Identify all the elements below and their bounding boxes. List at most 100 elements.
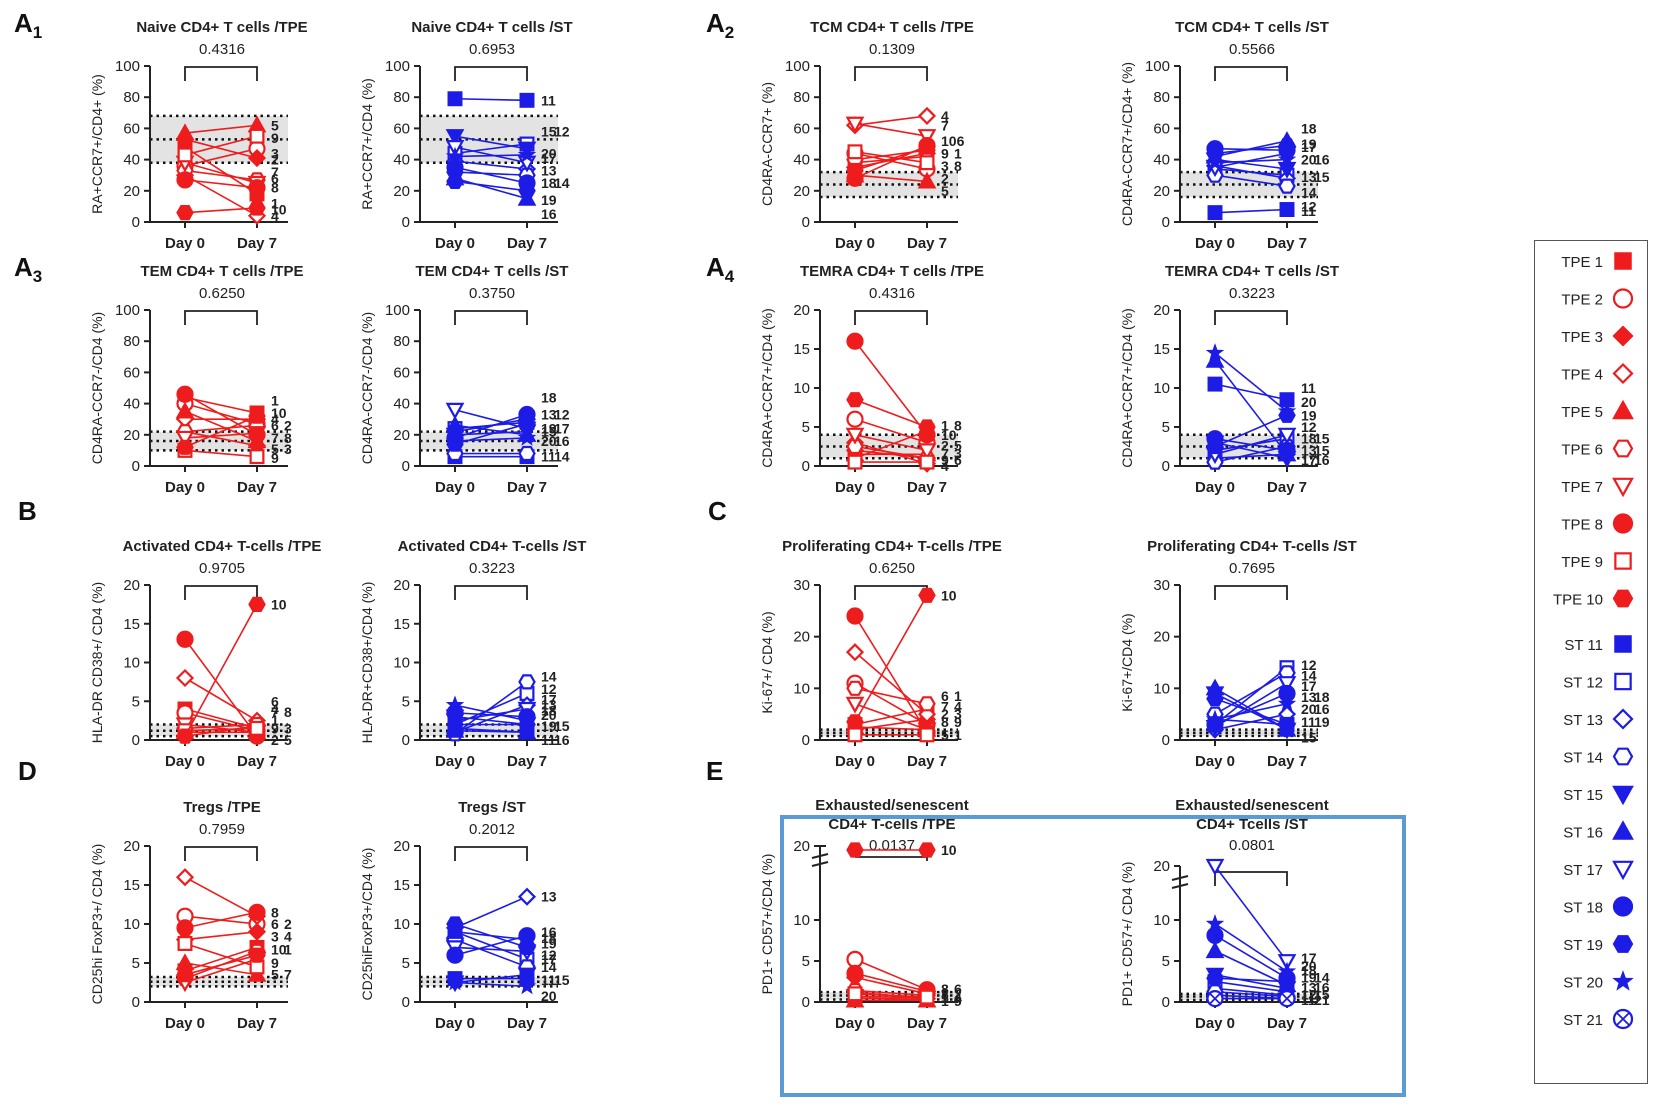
p-value: 0.3223: [469, 560, 515, 577]
subject-line: [184, 124, 258, 134]
y-tick-label: 80: [393, 89, 410, 106]
x-tick-label: Day 7: [507, 1015, 547, 1032]
y-tick-label: 60: [1153, 120, 1170, 137]
subject-line: [1214, 950, 1288, 986]
subject-line: [854, 726, 928, 731]
y-tick-label: 20: [793, 838, 810, 855]
subject-line: [454, 97, 528, 102]
subject-id-label: 13: [541, 696, 557, 712]
y-axis-label: Ki-67+/CD4 (%): [1119, 613, 1135, 711]
subject-marker-day7: [917, 129, 937, 146]
subject-marker-day7: [918, 842, 936, 858]
subject-id-label: 18: [1301, 963, 1317, 979]
panel-letter-a3: A3: [14, 252, 43, 287]
legend-marker-st-16: [1612, 820, 1634, 840]
y-tick-label: 80: [123, 89, 140, 106]
subject-id-label: 2: [941, 170, 949, 186]
p-value: 0.4316: [869, 285, 915, 302]
y-tick-label: 10: [393, 655, 410, 672]
panel-letter-subscript: 3: [32, 267, 43, 287]
subject-marker-day0: [845, 427, 865, 445]
legend-marker-st-12: [1614, 672, 1632, 691]
subject-marker-day7: [1278, 138, 1296, 154]
subject-marker-day0: [846, 410, 864, 428]
legend-marker-tpe-7: [1612, 477, 1634, 498]
panel-letter-e: E: [706, 756, 724, 786]
subject-id-label: 15: [1301, 729, 1317, 745]
y-tick-label: 0: [402, 732, 410, 749]
subject-id-label: 12: [554, 407, 570, 423]
y-axis-label: PD1+ CD57+/CD4 (%): [759, 854, 775, 995]
subject-id-label: 2: [284, 417, 292, 433]
x-tick-label: Day 0: [835, 479, 875, 496]
subject-line: [854, 418, 928, 444]
legend-canvas: TPE 1 TPE 2 TPE 3 TPE 4 TPE 5 TPE 6 TPE 7 TPE 8…: [1553, 252, 1634, 1030]
subject-id-label: 4: [941, 108, 949, 124]
chart-a2-st: 0 20 40 60 80 100 Day 0 Day 7 TCM CD4+ T cells /…: [1119, 19, 1330, 252]
subject-marker-day0: [846, 332, 864, 350]
subject-id-label: 4: [954, 990, 962, 1006]
subject-id-label: 7: [271, 704, 279, 720]
legend-marker-tpe-10: [1612, 589, 1634, 608]
y-axis-label: HLA-DR+CD38+/CD4 (%): [359, 582, 375, 744]
subject-marker-day0: [1205, 709, 1225, 728]
p-value: 0.7959: [199, 821, 245, 838]
subject-id-label: 12: [1301, 198, 1317, 214]
subject-line: [1214, 158, 1288, 170]
subject-id-label: 8: [941, 714, 949, 730]
subject-line: [454, 729, 528, 734]
legend-label: TPE 7: [1561, 479, 1603, 496]
subject-id-label: 18: [1301, 120, 1317, 136]
subject-id-label: 2: [954, 986, 962, 1002]
subject-marker-day0: [1205, 941, 1225, 959]
subject-marker-day0: [1205, 914, 1225, 932]
subject-id-label: 17: [541, 692, 557, 708]
subject-id-label: 18: [541, 175, 557, 191]
subject-marker-day0: [445, 972, 465, 991]
panel-letter-d: D: [18, 756, 37, 786]
subject-id-label: 19: [541, 192, 557, 208]
subject-line: [854, 993, 928, 998]
subject-marker-day7: [248, 408, 266, 424]
y-tick-label: 40: [793, 152, 810, 169]
subject-marker-day7: [249, 449, 265, 465]
legend-label: ST 12: [1563, 675, 1603, 692]
reference-band: [1180, 729, 1318, 736]
subject-id-label: 18: [1301, 431, 1317, 447]
subject-id-label: 8: [271, 180, 279, 196]
subject-marker-day0: [446, 173, 464, 189]
legend-label: ST 20: [1563, 975, 1603, 992]
legend-label: TPE 10: [1553, 592, 1603, 609]
subject-line: [1214, 672, 1288, 715]
subject-marker-day0: [445, 146, 465, 165]
subject-line: [1214, 991, 1288, 998]
y-tick-label: 40: [123, 396, 140, 413]
subject-id-label: 15: [1314, 431, 1330, 447]
subject-line: [184, 962, 258, 976]
subject-line: [854, 703, 928, 731]
subject-id-label: 4: [284, 928, 292, 944]
y-tick-label: 100: [115, 58, 140, 75]
y-tick-label: 20: [1153, 858, 1170, 875]
significance-bracket: [184, 310, 258, 325]
y-tick-label: 100: [115, 302, 140, 319]
subject-marker-day7: [517, 428, 537, 446]
subject-id-label: 6: [271, 170, 279, 186]
significance-bracket: [184, 846, 258, 861]
subject-line: [454, 135, 528, 150]
subject-line: [184, 135, 258, 156]
subject-line: [854, 434, 928, 452]
legend-marker-st-13: [1612, 708, 1634, 730]
subject-line: [854, 651, 928, 715]
subject-line: [454, 704, 528, 733]
subject-id-label: 9: [954, 714, 962, 730]
legend-label: TPE 9: [1561, 554, 1603, 571]
subject-id-label: 13: [1301, 980, 1317, 996]
subject-id-label: 16: [1314, 152, 1330, 168]
y-tick-label: 0: [132, 994, 140, 1011]
subject-id-label: 7: [271, 164, 279, 180]
significance-bracket: [1214, 585, 1288, 600]
y-tick-label: 30: [793, 577, 810, 594]
subject-line: [854, 151, 928, 164]
